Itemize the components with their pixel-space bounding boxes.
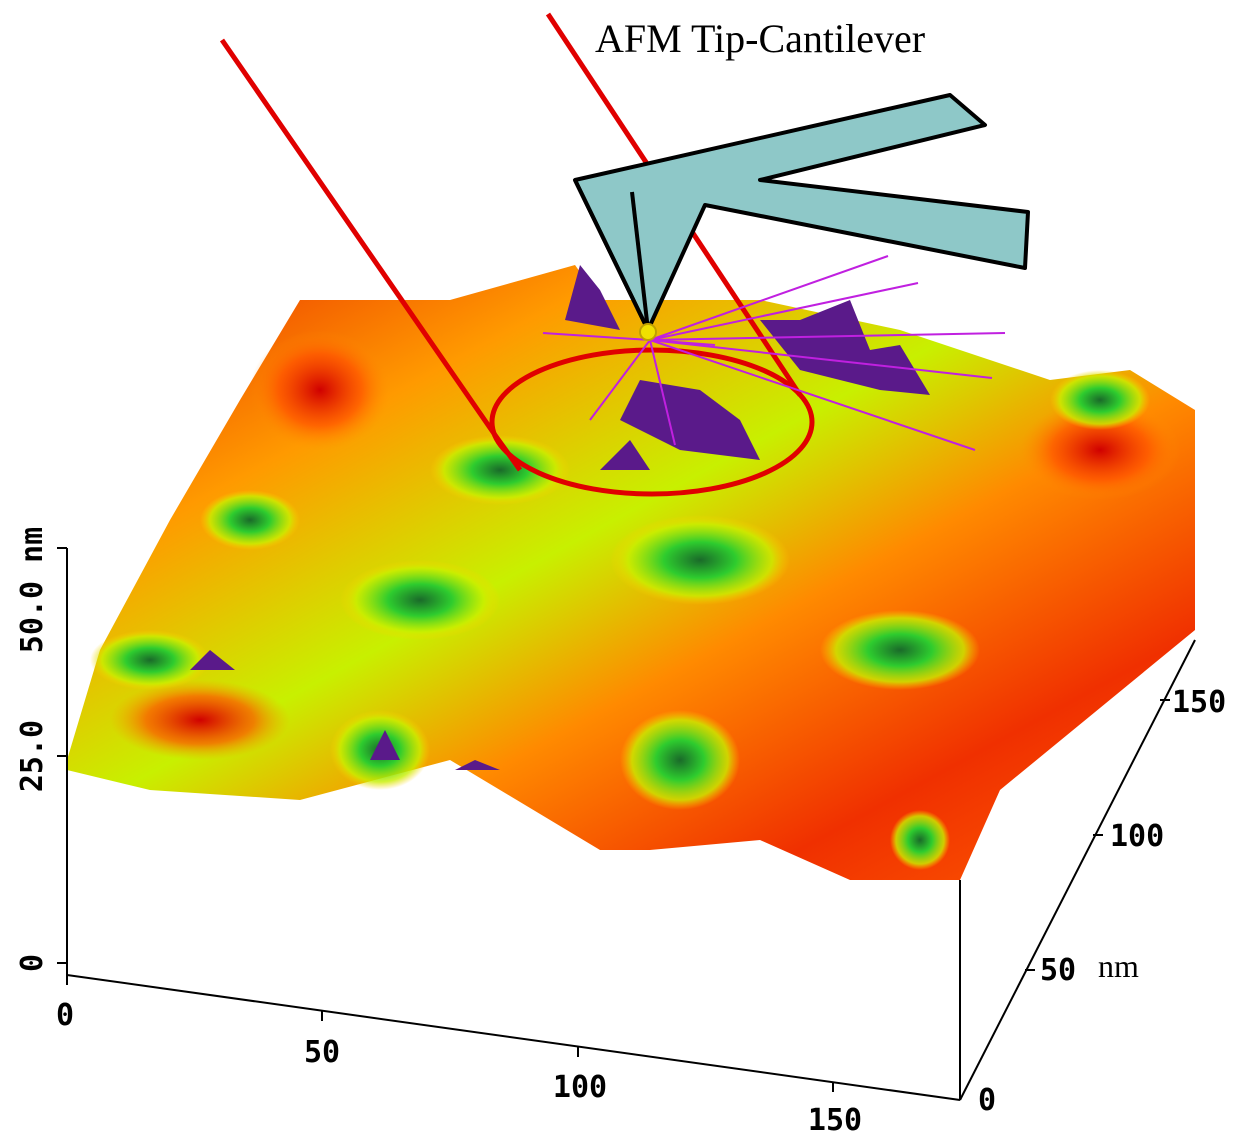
x-label: 150 — [808, 1103, 862, 1133]
y-label: 100 — [1110, 819, 1164, 854]
x-label: 0 — [56, 998, 74, 1033]
z-label: 50.0 nm — [15, 527, 50, 653]
y-label: 150 — [1172, 685, 1226, 720]
y-label: 50 — [1040, 953, 1076, 988]
z-label: 0 — [15, 954, 50, 972]
afm-figure: AFM Tip-Cantilever 50.0 nm 25.0 0 0 50 1… — [0, 0, 1254, 1133]
x-label: 50 — [304, 1035, 340, 1070]
y-label: 0 — [978, 1083, 996, 1118]
cantilever — [575, 95, 1028, 340]
surface — [67, 265, 1195, 880]
x-label: 100 — [553, 1070, 607, 1105]
y-unit: nm — [1098, 948, 1139, 984]
z-label: 25.0 — [15, 720, 50, 792]
title: AFM Tip-Cantilever — [595, 16, 925, 61]
